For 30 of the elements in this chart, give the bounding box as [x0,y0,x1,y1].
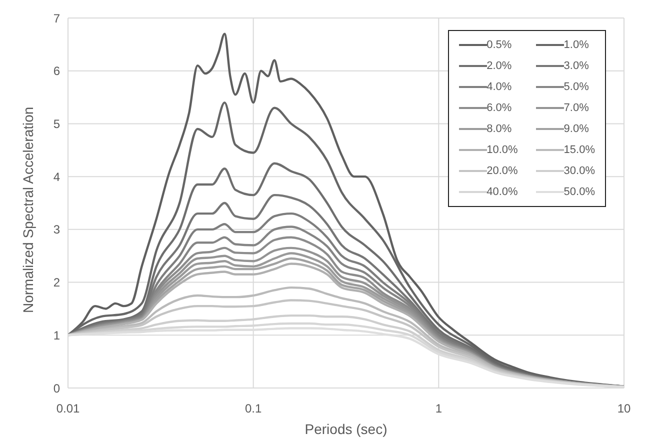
legend-label: 9.0% [564,123,589,135]
x-tick-label: 10 [617,402,631,416]
legend-label: 3.0% [564,60,589,72]
y-tick-label: 3 [53,222,60,237]
legend-label: 8.0% [486,123,512,135]
legend-label: 5.0% [564,81,589,93]
x-axis-title: Periods (sec) [304,421,388,437]
x-tick-label: 1 [435,402,442,416]
x-tick-label: 0.1 [244,402,262,416]
y-tick-label: 0 [53,381,60,396]
x-tick-label: 0.01 [56,402,80,416]
y-axis-title: Normalized Spectral Acceleration [20,106,36,313]
legend-label: 40.0% [486,186,518,198]
legend-label: 1.0% [564,39,589,51]
y-tick-label: 6 [53,64,60,78]
legend-label: 10.0% [486,144,518,156]
legend-label: 15.0% [564,144,595,156]
legend-label: 2.0% [486,60,512,72]
legend-label: 6.0% [486,102,512,114]
legend-label: 4.0% [486,81,512,93]
y-tick-label: 2 [53,276,60,290]
legend-label: 20.0% [486,165,518,177]
y-tick-label: 5 [53,116,60,131]
y-tick-label: 4 [53,170,60,184]
legend-label: 7.0% [564,102,589,114]
legend-label: 0.5% [486,39,512,51]
y-tick-label: 1 [53,328,60,342]
legend-label: 50.0% [564,186,595,198]
legend-label: 30.0% [564,165,595,177]
y-tick-label: 7 [53,11,60,26]
